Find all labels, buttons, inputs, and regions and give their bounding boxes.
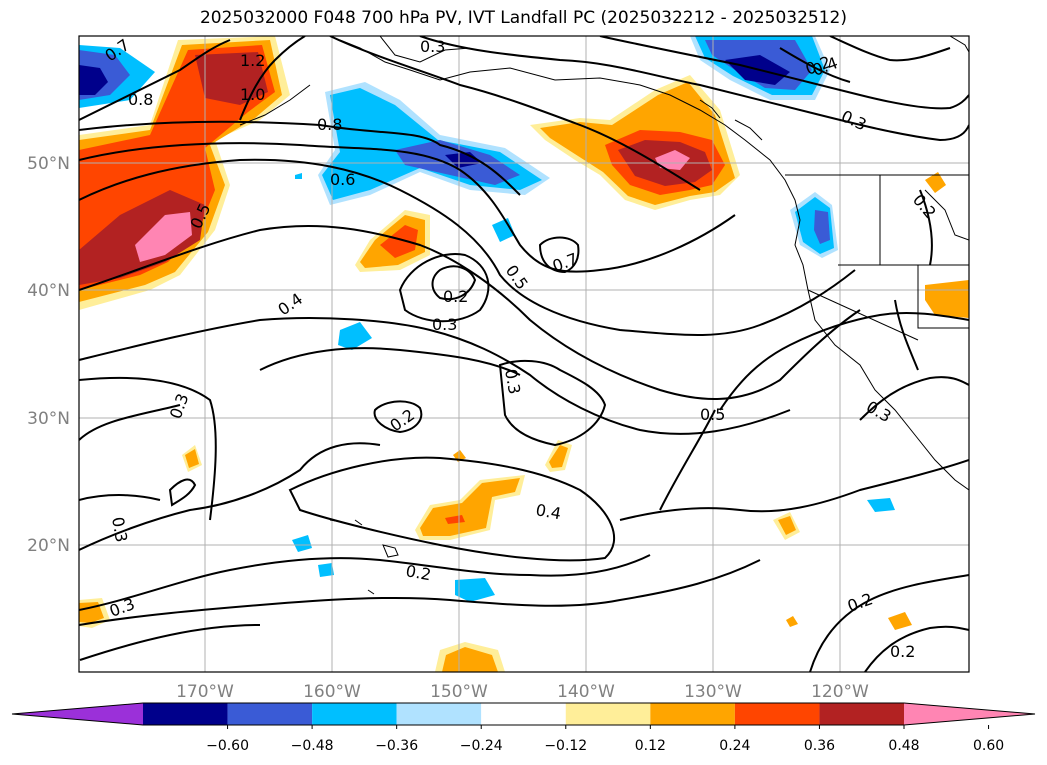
longitude-labels: 170°W 160°W 150°W 140°W 130°W 120°W (176, 682, 869, 702)
pv-positive-region (420, 478, 520, 536)
colorbar-segment (143, 703, 228, 725)
pv-negative-region (445, 152, 482, 168)
ivt-contours (79, 36, 969, 672)
contour-label: 1.2 (240, 51, 265, 70)
coastlines (239, 36, 969, 595)
lon-label: 150°W (430, 682, 488, 702)
contour-label: 0.3 (501, 367, 524, 395)
contour-label: 1.0 (240, 85, 265, 104)
lon-label: 170°W (176, 682, 234, 702)
pv-negative-region (814, 210, 830, 244)
contour-label: 0.3 (432, 315, 457, 334)
contour-label: 0.6 (330, 170, 355, 189)
pv-positive-region (888, 612, 912, 630)
pv-negative-region (492, 218, 515, 242)
lon-label: 120°W (811, 682, 869, 702)
pv-positive-region (195, 52, 268, 105)
colorbar-tick-label: −0.60 (206, 738, 249, 754)
pv-positive-region (786, 616, 798, 627)
contour-label: 0.2 (443, 287, 468, 306)
pv-positive-region (445, 515, 465, 524)
colorbar-tick-label: 0.12 (635, 738, 666, 754)
contour-label: 0.3 (420, 37, 445, 56)
colorbar-segment (819, 703, 904, 725)
lat-label: 40°N (27, 281, 70, 301)
pv-positive-region (135, 212, 192, 262)
contour-label: 0.5 (700, 405, 725, 424)
colorbar-tick-label: −0.48 (291, 738, 334, 754)
map-title: 2025032000 F048 700 hPa PV, IVT Landfall… (199, 8, 847, 28)
contour-label: 0.8 (317, 115, 342, 134)
pv-positive-region (549, 445, 568, 468)
pv-negative-region (867, 498, 895, 512)
pv-positive-region (655, 150, 690, 170)
colorbar-segment (565, 703, 651, 725)
colorbar-segment (227, 703, 313, 725)
lon-label: 160°W (303, 682, 361, 702)
pv-positive-region (778, 516, 796, 535)
plot-area: 0.7 1.2 1.0 0.8 0.8 0.3 0.6 0.5 0.4 0.2 … (79, 36, 969, 672)
contour-label: 0.4 (534, 500, 562, 523)
contour-label: 0.2 (404, 561, 432, 584)
colorbar-tick-label: 0.60 (973, 738, 1004, 754)
pv-positive-region (925, 172, 946, 193)
pv-negative-region (318, 563, 334, 577)
pv-negative-region (455, 578, 495, 602)
colorbar-tick-label: 0.48 (888, 738, 919, 754)
map-frame (78, 35, 970, 673)
pv-positive-region (79, 602, 104, 623)
colorbar-segment (396, 703, 482, 725)
colorbar-tick-label: −0.24 (460, 738, 503, 754)
latitude-labels: 50°N 40°N 30°N 20°N (27, 154, 70, 556)
pv-fill-layer (79, 36, 969, 672)
contour-label: 0.8 (128, 90, 153, 109)
pv-negative-region (338, 322, 372, 350)
colorbar-segment (904, 703, 1035, 725)
colorbar-outline (11, 702, 1036, 726)
contour-label: 0.3 (108, 515, 131, 543)
pv-positive-region (185, 449, 199, 468)
lat-label: 30°N (27, 409, 70, 429)
pv-positive-region (79, 190, 205, 285)
lon-label: 140°W (557, 682, 615, 702)
colorbar: −0.60 −0.48 −0.36 −0.24 −0.12 0.12 0.24 0.36 0.4… (11, 702, 1036, 754)
colorbar-segment (12, 703, 143, 725)
contour-label: 0.2 (890, 642, 915, 661)
lat-label: 50°N (27, 154, 70, 174)
colorbar-tick-label: 0.36 (804, 738, 835, 754)
pv-positive-region (380, 225, 418, 258)
pv-positive-region (442, 647, 498, 672)
colorbar-tick-label: 0.24 (719, 738, 750, 754)
colorbar-segment (481, 703, 566, 725)
colorbar-tick-label: −0.12 (544, 738, 587, 754)
pv-negative-region (292, 535, 312, 552)
colorbar-segment (650, 703, 735, 725)
lon-label: 130°W (684, 682, 742, 702)
colorbar-segment (734, 703, 820, 725)
lat-label: 20°N (27, 536, 70, 556)
pv-negative-region (295, 173, 302, 179)
colorbar-tick-label: −0.36 (375, 738, 418, 754)
pv-negative-region (79, 65, 108, 95)
graticule (79, 36, 969, 672)
colorbar-segment (312, 703, 397, 725)
